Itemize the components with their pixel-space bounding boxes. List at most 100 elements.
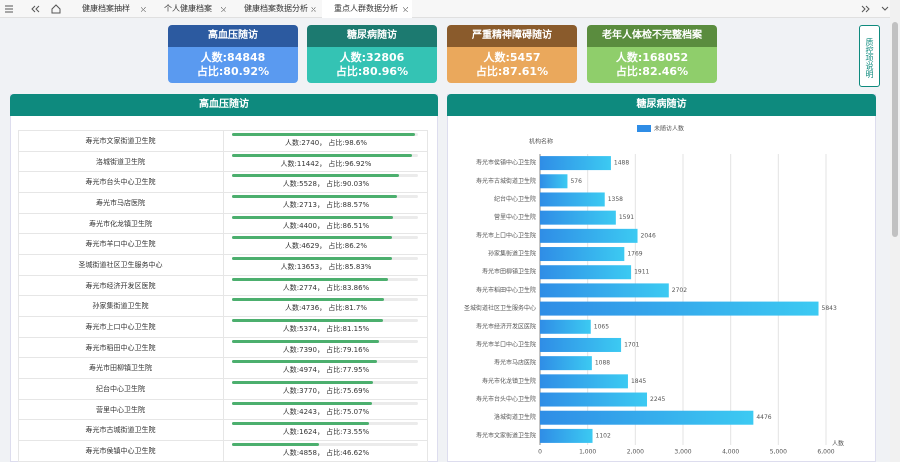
row-value: 人数:2740， 占比:98.6%: [224, 136, 428, 152]
scrollbar: [890, 0, 900, 462]
row-value: 人数:11442， 占比:96.92%: [224, 157, 428, 173]
progress-bar: [232, 236, 393, 240]
y-tick-label: 寿光市稻田中心卫生院: [476, 286, 536, 294]
nav-icons-right: [861, 5, 889, 13]
progress-bar: [232, 298, 384, 302]
bar: [540, 265, 632, 280]
row-name: 寿光市古城街道卫生院: [18, 420, 224, 442]
row-value: 人数:4400， 占比:86.51%: [224, 219, 428, 235]
data-label: 5843: [822, 305, 837, 312]
progress-bar: [232, 133, 416, 136]
bar: [540, 356, 592, 371]
progress-bar: [232, 257, 392, 261]
data-label: 2245: [650, 396, 665, 403]
row-name: 寿光市羊口中心卫生院: [18, 234, 224, 255]
y-tick-label: 寿光市上口中心卫生院: [476, 231, 536, 239]
bar: [540, 410, 754, 425]
data-label: 1701: [624, 341, 639, 348]
progress-bar: [232, 401, 372, 405]
panel-title: 糖尿病随访: [447, 94, 876, 116]
data-label: 1911: [634, 269, 649, 276]
y-tick-label: 寿光市古城街道卫生院: [476, 177, 536, 185]
row-value: 人数:2774， 占比:83.86%: [224, 281, 428, 297]
y-tick-label: 寿光市羊口中心卫生院: [476, 340, 536, 348]
y-tick-label: 寿光市化龙镇卫生院: [482, 377, 536, 385]
row-name: 寿光市田柳镇卫生院: [18, 358, 224, 380]
data-label: 576: [570, 178, 582, 185]
tab-close[interactable]: [403, 7, 408, 12]
x-tick-label: 2,000: [627, 449, 644, 456]
y-tick-label: 寿光市文家街道卫生院: [476, 431, 536, 439]
tab-close[interactable]: [311, 7, 316, 12]
tab[interactable]: 健康档案抽样: [70, 0, 150, 18]
card-count: 人数:32806: [339, 51, 405, 64]
card-count: 人数:5457: [483, 51, 541, 64]
progress-bar: [232, 153, 413, 157]
y-tick-label: 寿光市马店医院: [494, 359, 536, 367]
nav-icons: [5, 4, 61, 14]
row-name: 纪台中心卫生院: [18, 379, 224, 400]
x-axis-title: 人数: [832, 440, 844, 448]
bar: [540, 301, 819, 316]
row-value: 人数:4629， 占比:86.2%: [224, 239, 428, 255]
row-name: 寿光市稻田中心卫生院: [18, 337, 224, 359]
tab-label: 个人健康档案: [164, 4, 212, 13]
side-button[interactable]: 质控项说明: [859, 25, 880, 87]
bar: [540, 210, 616, 225]
y-tick-label: 营里中心卫生院: [494, 213, 536, 221]
data-label: 1088: [595, 360, 610, 367]
bar: [540, 337, 622, 352]
progress-bar: [232, 381, 373, 385]
data-label: 1845: [631, 378, 646, 385]
tab[interactable]: 健康档案数据分析: [232, 0, 320, 18]
progress-bar: [232, 277, 388, 281]
row-name: 圣城街道社区卫生服务中心: [18, 255, 224, 276]
y-tick-label: 寿光市田柳镇卫生院: [482, 268, 536, 276]
row-value: 人数:4858， 占比:46.62%: [224, 446, 428, 462]
tab-label: 健康档案数据分析: [244, 4, 308, 13]
bar: [540, 392, 648, 407]
x-tick-label: 5,000: [770, 449, 787, 456]
card-body: 人数:32806 占比:80.96%: [307, 47, 437, 83]
card-body: 人数:84848 占比:80.92%: [168, 47, 298, 83]
card-body: 人数:5457 占比:87.61%: [447, 47, 577, 83]
row-value: 人数:4974， 占比:77.95%: [224, 363, 428, 380]
tab-close[interactable]: [141, 7, 146, 12]
tab-close[interactable]: [221, 7, 226, 12]
data-label: 1102: [596, 432, 611, 439]
data-label: 1591: [619, 214, 634, 221]
progress-bar: [232, 360, 377, 364]
bar: [540, 192, 605, 207]
row-value: 人数:5374， 占比:81.15%: [224, 322, 428, 338]
card-ratio: 占比:80.92%: [196, 65, 270, 78]
data-label: 2046: [641, 232, 656, 239]
row-name: 寿光市马店医院: [18, 193, 224, 214]
row-value: 人数:4736， 占比:81.7%: [224, 301, 428, 318]
x-tick-label: 4,000: [722, 449, 739, 456]
tab-bar: [0, 0, 900, 18]
bar: [540, 283, 669, 298]
bar: [540, 247, 625, 262]
bar: [540, 174, 568, 189]
legend-swatch: [637, 125, 651, 132]
row-name: 洛城街道卫生院: [18, 151, 224, 173]
card-title: 糖尿病随访: [307, 25, 437, 47]
progress-bar: [232, 339, 380, 343]
bar: [540, 374, 628, 389]
progress-bar: [232, 422, 369, 426]
row-value: 人数:7390， 占比:79.16%: [224, 343, 428, 359]
card-count: 人数:168052: [615, 51, 689, 64]
x-tick-label: 6,000: [817, 449, 834, 456]
progress-bar: [232, 319, 383, 323]
card-ratio: 占比:82.46%: [615, 65, 689, 78]
progress-bar: [232, 174, 400, 178]
card-title: 老年人体检不完整档案: [587, 25, 717, 47]
tab[interactable]: 重点人群数据分析: [322, 0, 412, 18]
progress-bar: [232, 195, 397, 198]
bar: [540, 428, 593, 443]
tab[interactable]: 个人健康档案: [152, 0, 230, 18]
card-count: 人数:84848: [200, 51, 266, 64]
row-value: 人数:2713， 占比:88.57%: [224, 198, 428, 214]
